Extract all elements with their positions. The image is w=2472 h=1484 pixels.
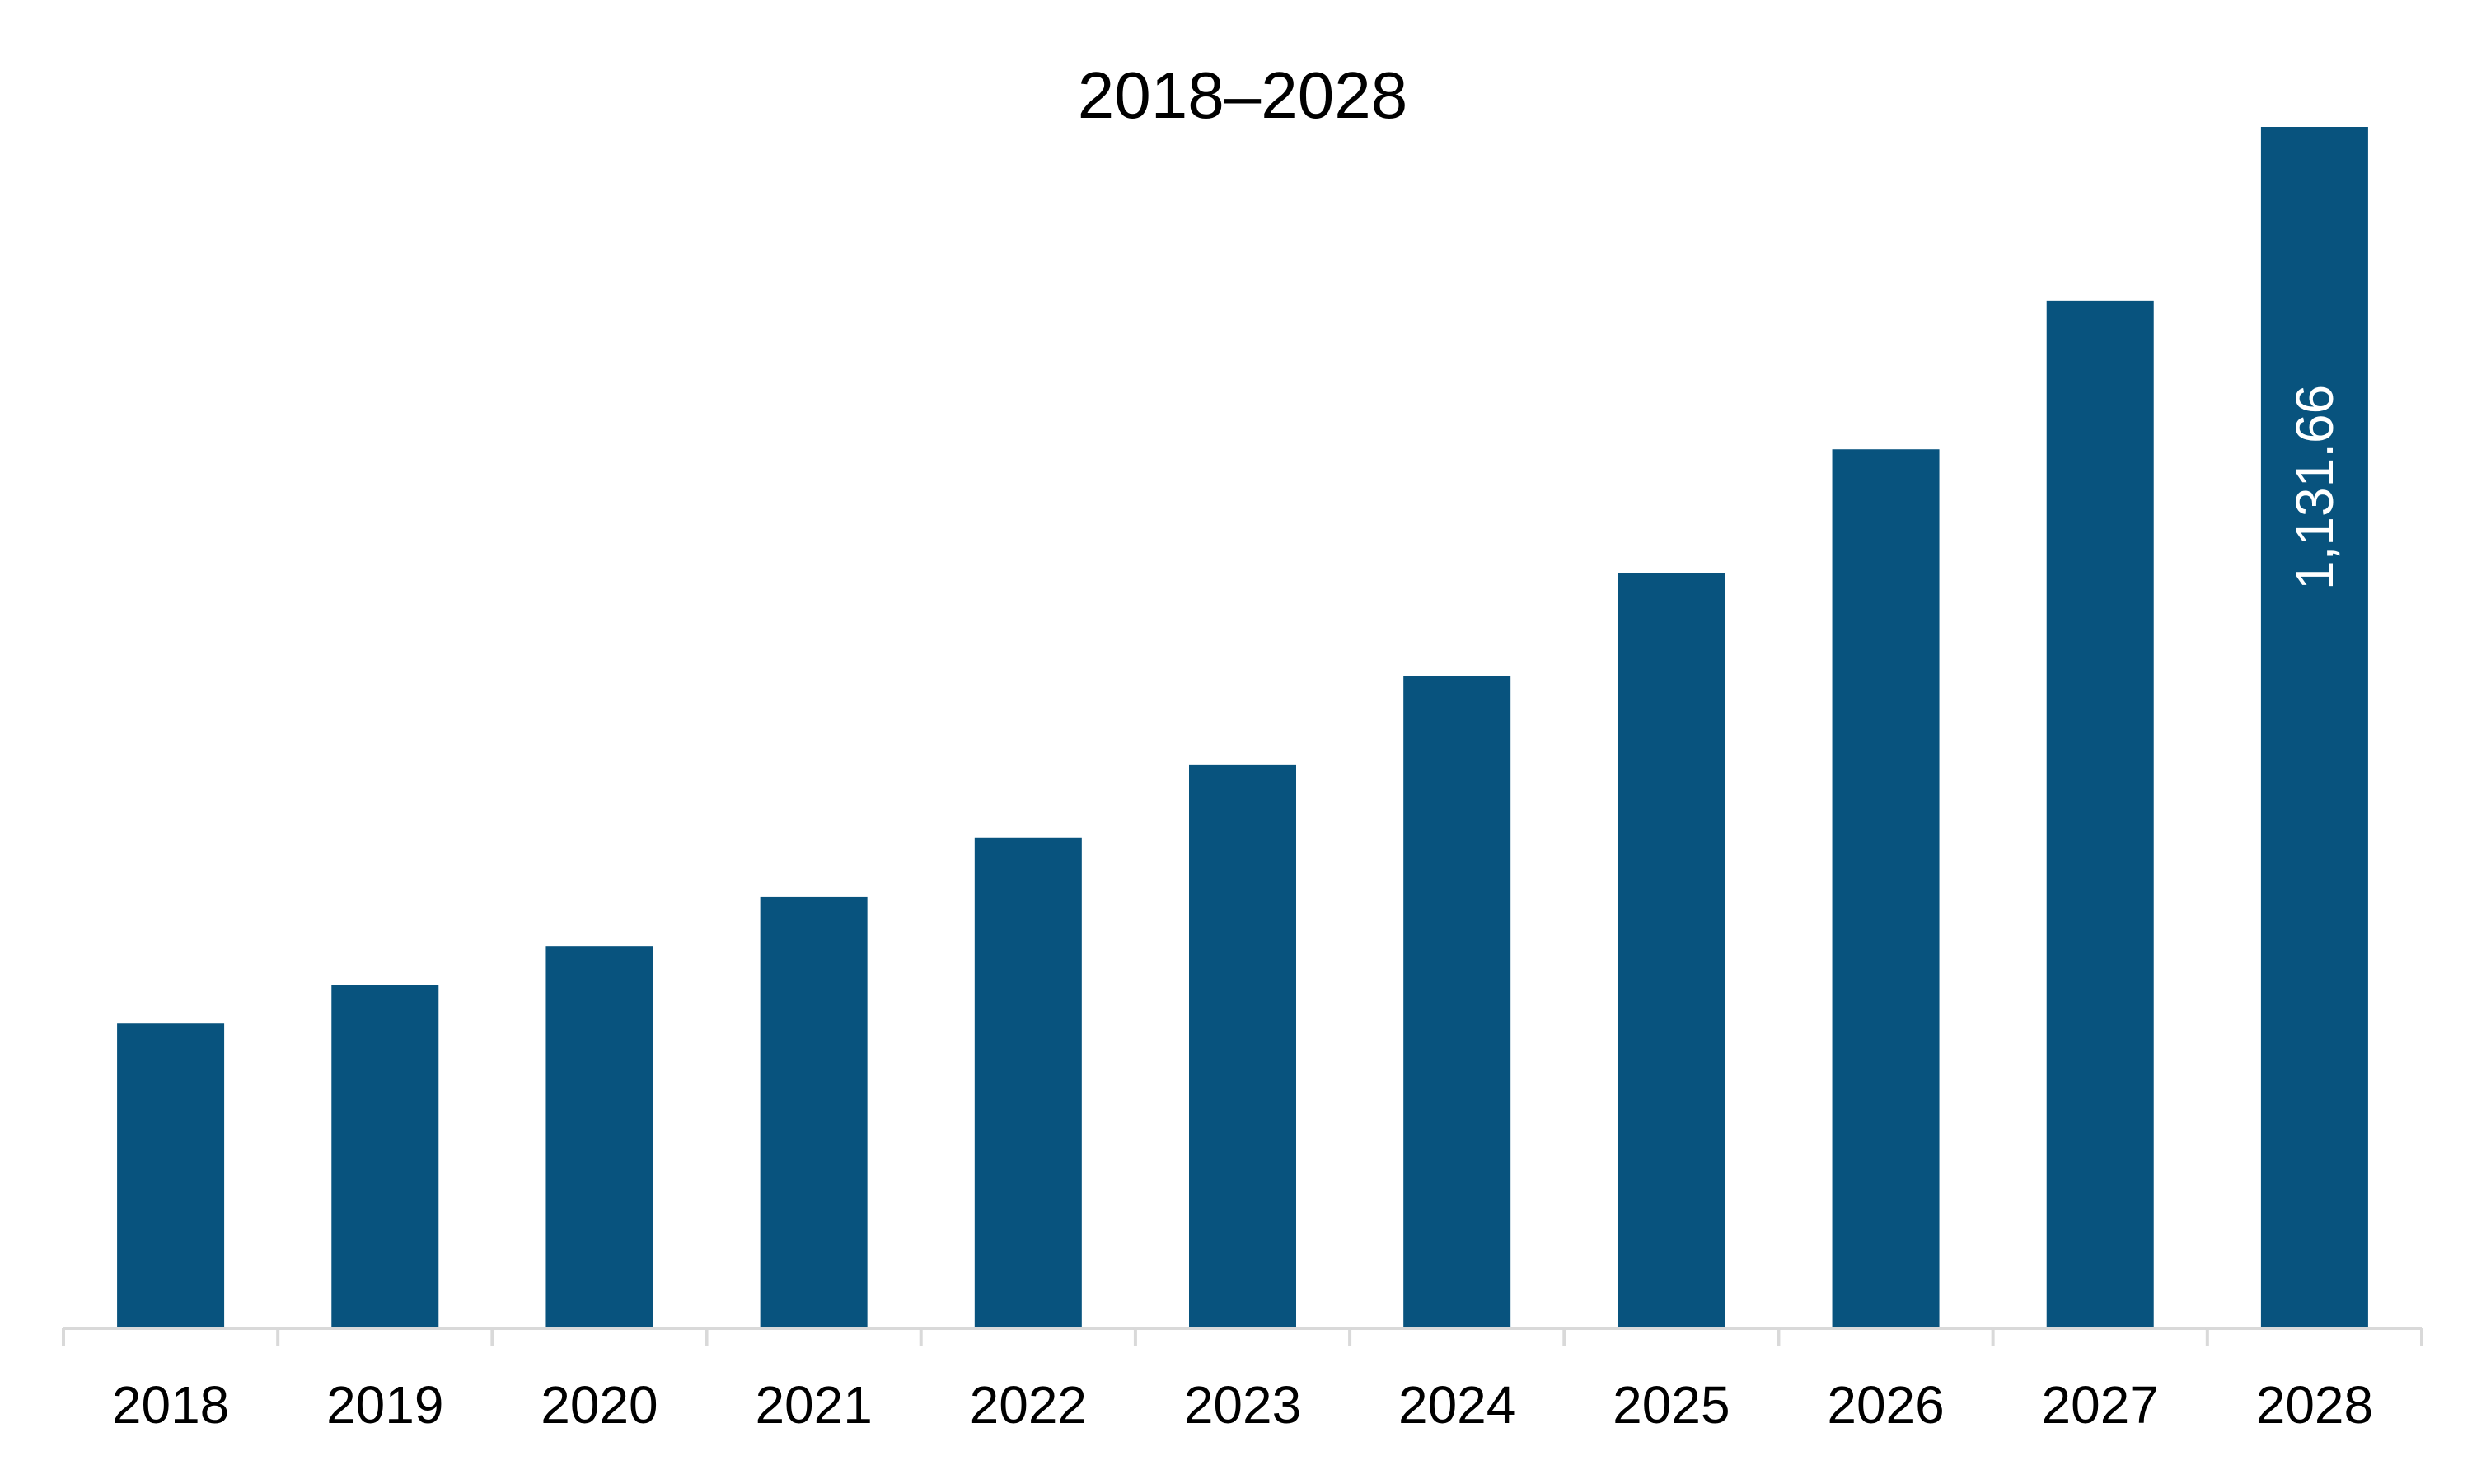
- x-tick-label-2021: 2021: [755, 1375, 872, 1435]
- bar-2025: [1618, 573, 1725, 1328]
- chart-title: 2018–2028: [1078, 59, 1407, 132]
- bar-2023: [1189, 764, 1296, 1328]
- x-tick-label-2026: 2026: [1827, 1375, 1944, 1435]
- bar-2024: [1403, 676, 1511, 1328]
- bar-2028: [2260, 127, 2368, 1328]
- x-tick-label-2024: 2024: [1398, 1375, 1515, 1435]
- bar-2021: [760, 896, 868, 1328]
- bar-2026: [1832, 449, 1940, 1328]
- bar-2020: [545, 946, 653, 1328]
- x-tick-label-2028: 2028: [2256, 1375, 2373, 1435]
- bar-2019: [331, 985, 439, 1328]
- x-tick-label-2025: 2025: [1613, 1375, 1730, 1435]
- bar-2027: [2046, 300, 2154, 1328]
- x-tick-label-2019: 2019: [326, 1375, 443, 1435]
- data-label-2028: 1,131.66: [2285, 385, 2344, 590]
- x-tick-label-2020: 2020: [541, 1375, 658, 1435]
- x-tick-label-2023: 2023: [1184, 1375, 1301, 1435]
- x-tick-label-2027: 2027: [2042, 1375, 2159, 1435]
- x-tick-labels: 2018 2019 2020 2021 2022 2023 2024 2025 2026 2027…: [112, 1375, 2373, 1435]
- bars-layer: [117, 127, 2368, 1328]
- bar-2022: [974, 837, 1082, 1328]
- data-labels: 1,131.66: [2285, 385, 2344, 590]
- x-tick-label-2022: 2022: [970, 1375, 1087, 1435]
- x-tick-label-2018: 2018: [112, 1375, 229, 1435]
- x-axis: [62, 1327, 2423, 1346]
- bar-2018: [117, 1023, 225, 1328]
